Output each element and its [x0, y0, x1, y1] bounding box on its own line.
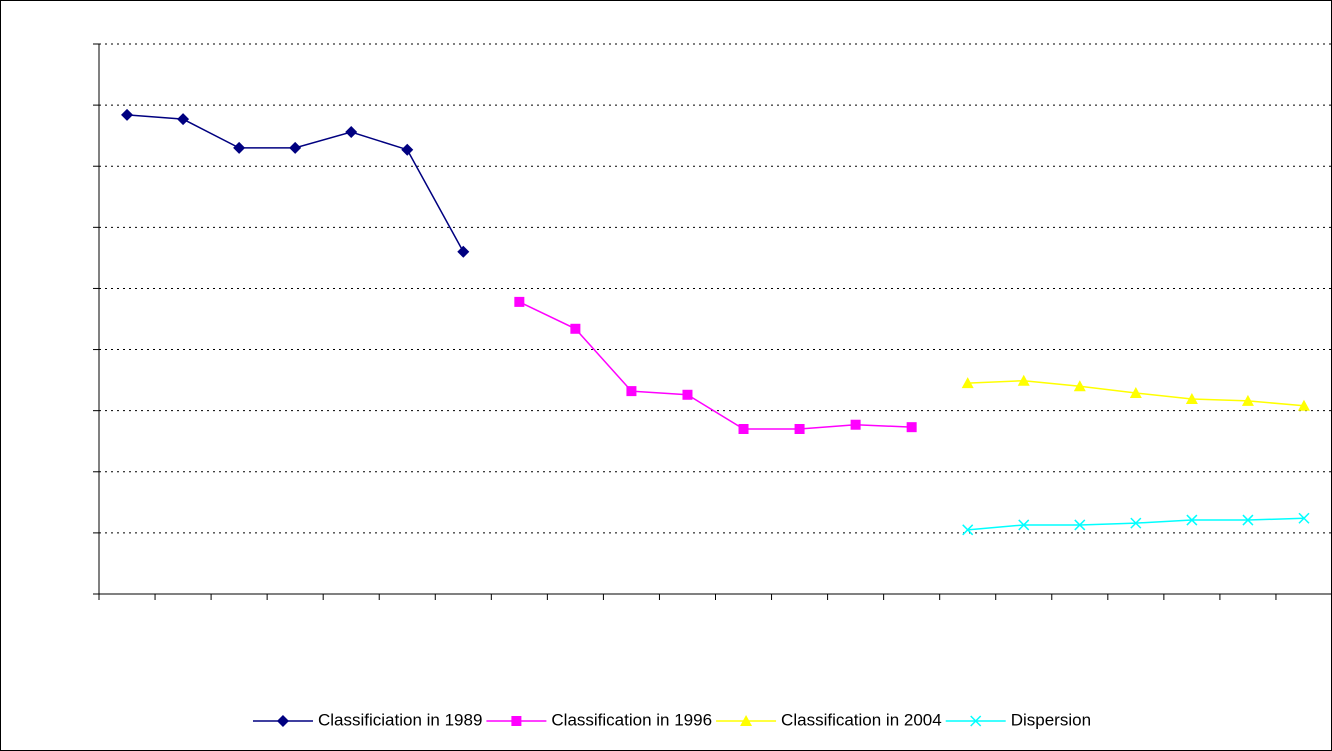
- marker: [401, 143, 414, 156]
- marker: [850, 419, 861, 430]
- marker: [794, 424, 805, 434]
- marker: [970, 715, 982, 727]
- marker: [740, 715, 753, 726]
- legend-label: Classificiation in 1989: [318, 710, 482, 729]
- marker: [289, 141, 302, 154]
- marker: [1297, 399, 1310, 411]
- marker: [1186, 514, 1198, 526]
- marker: [1298, 512, 1310, 524]
- legend-item: Classification in 2004: [716, 710, 942, 729]
- legend-label: Classification in 1996: [551, 710, 712, 729]
- series-line: [519, 301, 912, 430]
- marker: [511, 716, 522, 726]
- marker: [276, 715, 289, 727]
- marker: [1018, 519, 1030, 531]
- marker: [1242, 514, 1254, 526]
- marker: [570, 323, 581, 334]
- marker: [514, 296, 525, 307]
- marker: [345, 126, 358, 138]
- marker: [738, 424, 749, 434]
- marker: [1073, 380, 1086, 392]
- marker: [961, 377, 974, 389]
- marker: [457, 245, 470, 258]
- marker: [121, 108, 134, 121]
- marker: [1074, 519, 1086, 531]
- marker: [1129, 386, 1142, 398]
- legend-label: Classification in 2004: [781, 710, 942, 729]
- legend: Classificiation in 1989 Classification in…: [252, 710, 1091, 729]
- marker: [962, 524, 974, 536]
- marker: [1017, 374, 1030, 386]
- marker: [682, 389, 693, 400]
- legend-label: Dispersion: [1011, 710, 1091, 729]
- marker: [1241, 394, 1254, 406]
- marker: [906, 422, 917, 433]
- legend-item: Classificiation in 1989: [252, 710, 482, 729]
- marker: [233, 141, 246, 154]
- marker: [1130, 517, 1142, 529]
- legend-item: Dispersion: [945, 710, 1091, 729]
- marker: [177, 113, 190, 126]
- legend-item: Classification in 1996: [486, 710, 712, 729]
- marker: [1185, 393, 1198, 405]
- marker: [626, 386, 637, 397]
